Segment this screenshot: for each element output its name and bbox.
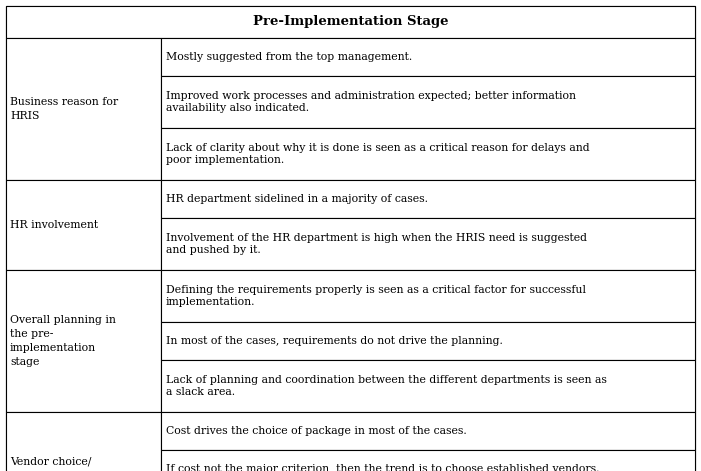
Text: Overall planning in
the pre-
implementation
stage: Overall planning in the pre- implementat…: [10, 315, 116, 367]
Bar: [161, 412, 695, 450]
Text: HR department sidelined in a majority of cases.: HR department sidelined in a majority of…: [166, 194, 428, 204]
Bar: [161, 218, 695, 270]
Bar: [161, 76, 695, 128]
Text: Involvement of the HR department is high when the HRIS need is suggested
and pus: Involvement of the HR department is high…: [166, 233, 587, 255]
Bar: [6, 180, 161, 270]
Text: Lack of clarity about why it is done is seen as a critical reason for delays and: Lack of clarity about why it is done is …: [166, 143, 590, 165]
Text: Business reason for
HRIS: Business reason for HRIS: [10, 97, 118, 121]
Bar: [161, 360, 695, 412]
Text: HR involvement: HR involvement: [10, 220, 98, 230]
Text: Vendor choice/
characteristics: Vendor choice/ characteristics: [10, 457, 91, 471]
Bar: [161, 128, 695, 180]
Bar: [161, 270, 695, 322]
Bar: [6, 412, 161, 471]
Text: Defining the requirements properly is seen as a critical factor for successful
i: Defining the requirements properly is se…: [166, 284, 586, 308]
Bar: [161, 322, 695, 360]
Text: Mostly suggested from the top management.: Mostly suggested from the top management…: [166, 52, 412, 62]
Text: Lack of planning and coordination between the different departments is seen as
a: Lack of planning and coordination betwee…: [166, 374, 607, 398]
Text: In most of the cases, requirements do not drive the planning.: In most of the cases, requirements do no…: [166, 336, 503, 346]
Bar: [6, 270, 161, 412]
Text: If cost not the major criterion, then the trend is to choose established vendors: If cost not the major criterion, then th…: [166, 464, 599, 471]
Bar: [161, 38, 695, 76]
Text: Improved work processes and administration expected; better information
availabi: Improved work processes and administrati…: [166, 90, 576, 114]
Bar: [6, 38, 161, 180]
Text: Pre-Implementation Stage: Pre-Implementation Stage: [253, 16, 448, 29]
Bar: [6, 6, 695, 38]
Bar: [161, 450, 695, 471]
Bar: [161, 180, 695, 218]
Text: Cost drives the choice of package in most of the cases.: Cost drives the choice of package in mos…: [166, 426, 467, 436]
